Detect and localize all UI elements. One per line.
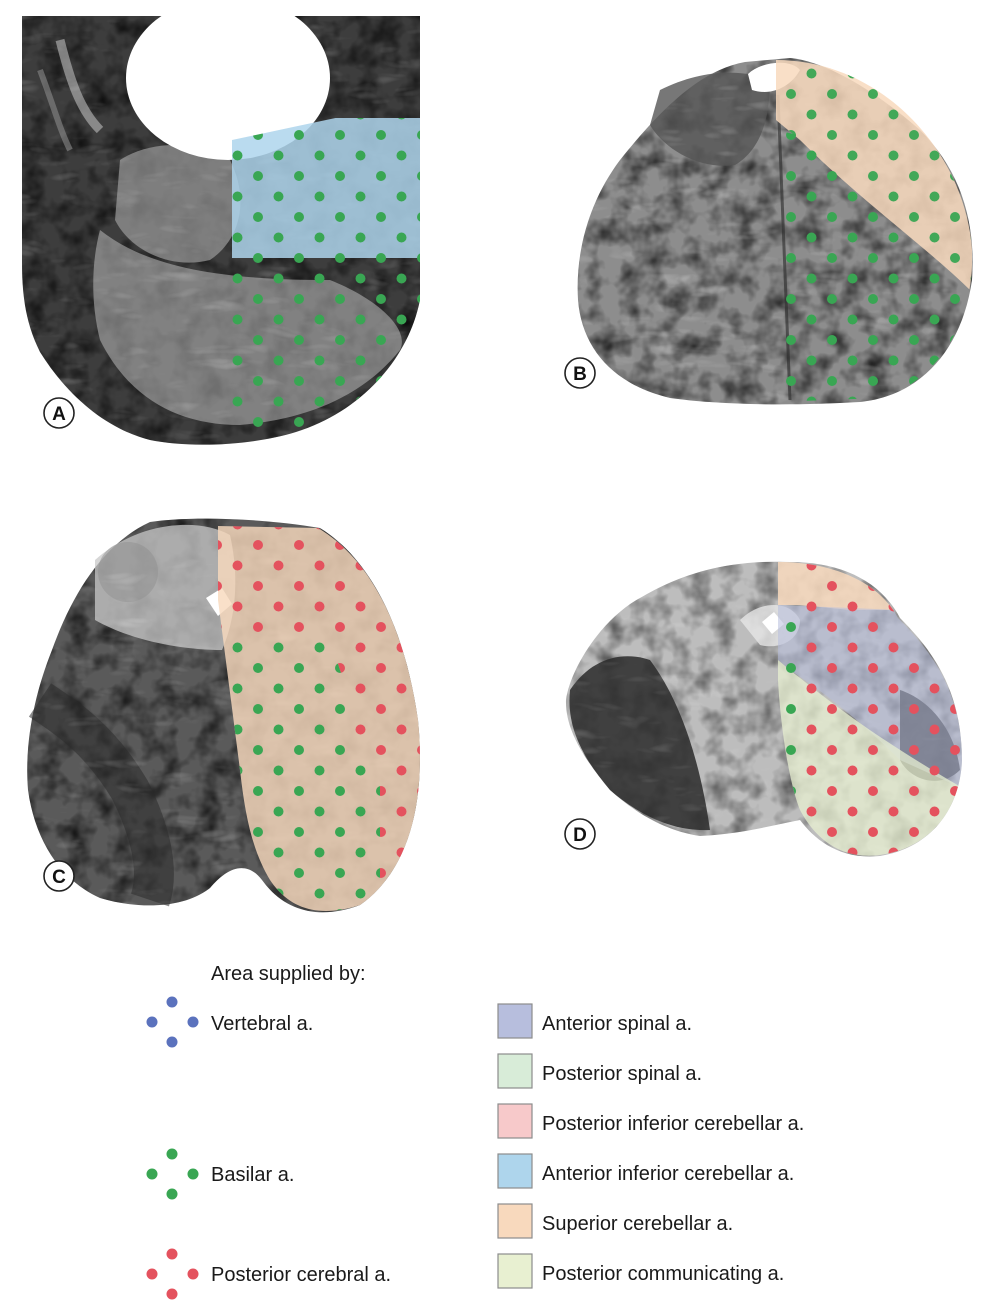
legend-item-anterior-inferior-cerebellar: Anterior inferior cerebellar a. <box>497 1153 794 1189</box>
posterior-communicating-swatch <box>497 1253 533 1289</box>
legend-item-posterior-cerebral: Posterior cerebral a. <box>146 1248 391 1300</box>
legend-label-basilar: Basilar a. <box>211 1164 294 1186</box>
panel-c: C <box>27 518 420 913</box>
legend-label-anterior-spinal: Anterior spinal a. <box>542 1013 692 1035</box>
panel-a: A <box>22 0 420 445</box>
panel-d-label: D <box>564 818 596 850</box>
legend-label-vertebral: Vertebral a. <box>211 1013 313 1035</box>
panel-c-posterior-cerebral-dots <box>218 526 420 912</box>
panel-a-basilar-dots <box>232 118 420 430</box>
legend-label-anterior-inferior-cerebellar: Anterior inferior cerebellar a. <box>542 1163 794 1185</box>
legend-label-posterior-communicating: Posterior communicating a. <box>542 1263 784 1285</box>
legend-item-basilar: Basilar a. <box>146 1148 294 1200</box>
legend-item-anterior-spinal: Anterior spinal a. <box>497 1003 692 1039</box>
legend-item-vertebral: Vertebral a. <box>146 996 313 1048</box>
posterior-cerebral-dot-icon <box>146 1248 199 1300</box>
svg-text:A: A <box>52 404 66 425</box>
panel-b: B <box>564 58 973 405</box>
svg-text:B: B <box>573 364 587 385</box>
panel-b-label: B <box>564 357 596 389</box>
panel-d-posterior-cerebral-dots <box>800 562 962 856</box>
legend-label-superior-cerebellar: Superior cerebellar a. <box>542 1213 733 1235</box>
panel-a-label: A <box>43 397 75 429</box>
legend-label-posterior-cerebral: Posterior cerebral a. <box>211 1264 391 1286</box>
anterior-inferior-cerebellar-swatch <box>497 1153 533 1189</box>
legend-item-posterior-inferior-cerebellar: Posterior inferior cerebellar a. <box>497 1103 804 1139</box>
legend-item-superior-cerebellar: Superior cerebellar a. <box>497 1203 733 1239</box>
vertebral-dot-icon <box>146 996 199 1048</box>
panel-c-label: C <box>43 860 75 892</box>
legend-label-posterior-spinal: Posterior spinal a. <box>542 1063 702 1085</box>
panel-b-basilar-dots <box>776 130 972 402</box>
anterior-spinal-swatch <box>497 1003 533 1039</box>
svg-text:C: C <box>52 867 66 888</box>
posterior-spinal-swatch <box>497 1053 533 1089</box>
legend-item-posterior-spinal: Posterior spinal a. <box>497 1053 702 1089</box>
svg-text:D: D <box>573 825 587 846</box>
panel-d: D <box>564 561 962 857</box>
basilar-dot-icon <box>146 1148 199 1200</box>
legend-label-posterior-inferior-cerebellar: Posterior inferior cerebellar a. <box>542 1113 804 1135</box>
legend: Area supplied by: Vertebral a. Basilar a… <box>146 963 804 1300</box>
legend-heading: Area supplied by: <box>211 963 366 985</box>
superior-cerebellar-swatch <box>497 1203 533 1239</box>
posterior-inferior-cerebellar-swatch <box>497 1103 533 1139</box>
legend-item-posterior-communicating: Posterior communicating a. <box>497 1253 784 1289</box>
